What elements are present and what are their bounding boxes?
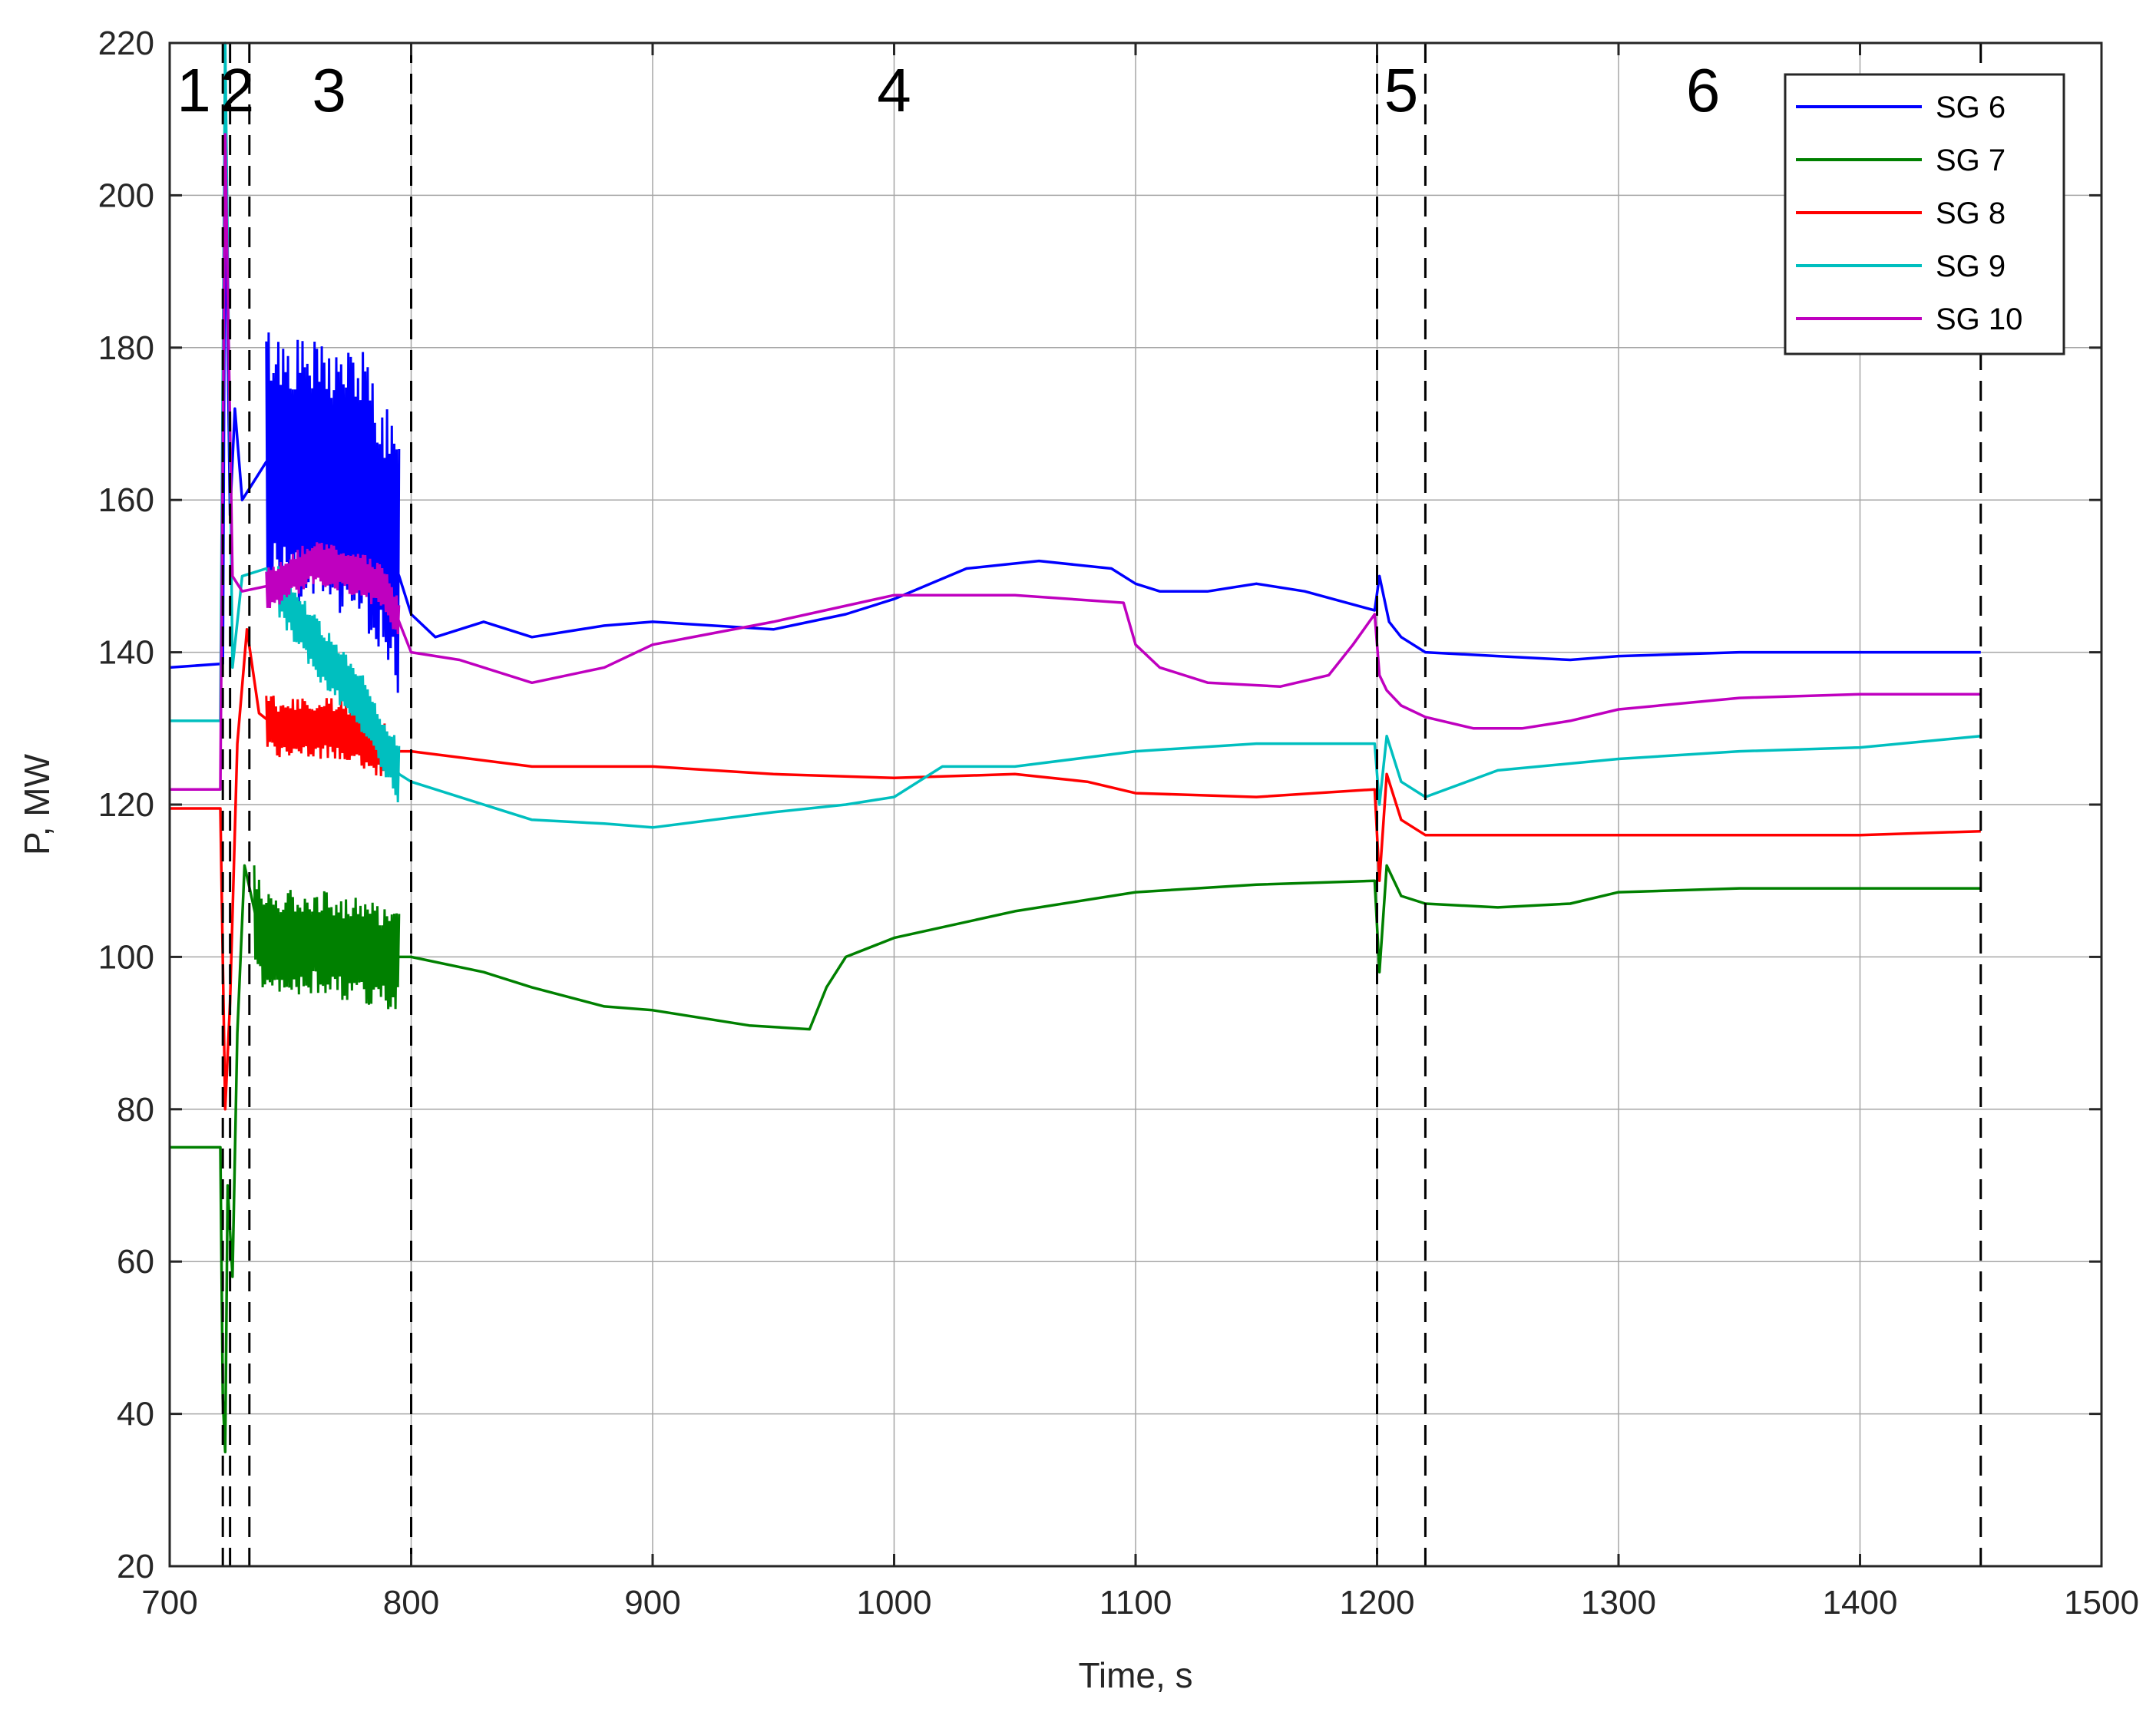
y-tick-label: 160 xyxy=(98,481,154,519)
legend-entry: SG 6 xyxy=(1936,91,2006,124)
axes: 700 800 900 1000 1100 1200 1300 1400 15002040608… xyxy=(98,25,2139,1621)
legend-entry: SG 7 xyxy=(1936,144,2006,177)
series-oscillation xyxy=(265,696,389,776)
x-tick-label: 1100 xyxy=(1099,1584,1172,1621)
series-line xyxy=(170,628,1981,1111)
y-tick-label: 40 xyxy=(117,1396,154,1433)
x-tick-label: 800 xyxy=(383,1584,439,1621)
x-tick-label: 900 xyxy=(624,1584,680,1621)
x-tick-label: 700 xyxy=(141,1584,197,1621)
phase-label: 1 xyxy=(177,56,211,124)
x-tick-label: 1000 xyxy=(857,1584,932,1621)
plot-area xyxy=(169,41,1981,1453)
y-tick-label: 120 xyxy=(98,786,154,824)
x-tick-label: 1500 xyxy=(2064,1584,2139,1621)
legend-entry: SG 9 xyxy=(1936,250,2006,283)
legend-entry: SG 8 xyxy=(1936,197,2006,230)
phase-label: 2 xyxy=(220,56,255,124)
series-oscillation xyxy=(265,332,401,693)
y-tick-label: 60 xyxy=(117,1243,154,1281)
series-oscillation xyxy=(265,542,401,635)
x-tick-label: 1300 xyxy=(1581,1584,1656,1621)
y-tick-label: 220 xyxy=(98,25,154,62)
x-tick-label: 1400 xyxy=(1823,1584,1898,1621)
x-axis-label: Time, s xyxy=(1078,1655,1192,1695)
phase-label: 4 xyxy=(877,56,911,124)
phase-label: 3 xyxy=(312,56,346,124)
legend-entry: SG 10 xyxy=(1936,302,2022,336)
series-oscillation xyxy=(253,865,401,1010)
phase-label: 6 xyxy=(1686,56,1721,124)
y-tick-label: 100 xyxy=(98,938,154,976)
legend: SG 6 SG 7 SG 8 SG 9 SG 10 xyxy=(1784,73,2065,355)
y-tick-label: 180 xyxy=(98,329,154,367)
y-tick-label: 20 xyxy=(117,1548,154,1585)
series-oscillation xyxy=(277,566,401,803)
y-tick-label: 200 xyxy=(98,177,154,214)
series-line xyxy=(170,864,1981,1453)
x-tick-label: 1200 xyxy=(1340,1584,1415,1621)
phase-label: 5 xyxy=(1384,56,1419,124)
y-tick-label: 80 xyxy=(117,1091,154,1129)
y-axis-label: P, MW xyxy=(17,753,57,855)
grid xyxy=(170,43,2101,1566)
y-tick-label: 140 xyxy=(98,634,154,672)
